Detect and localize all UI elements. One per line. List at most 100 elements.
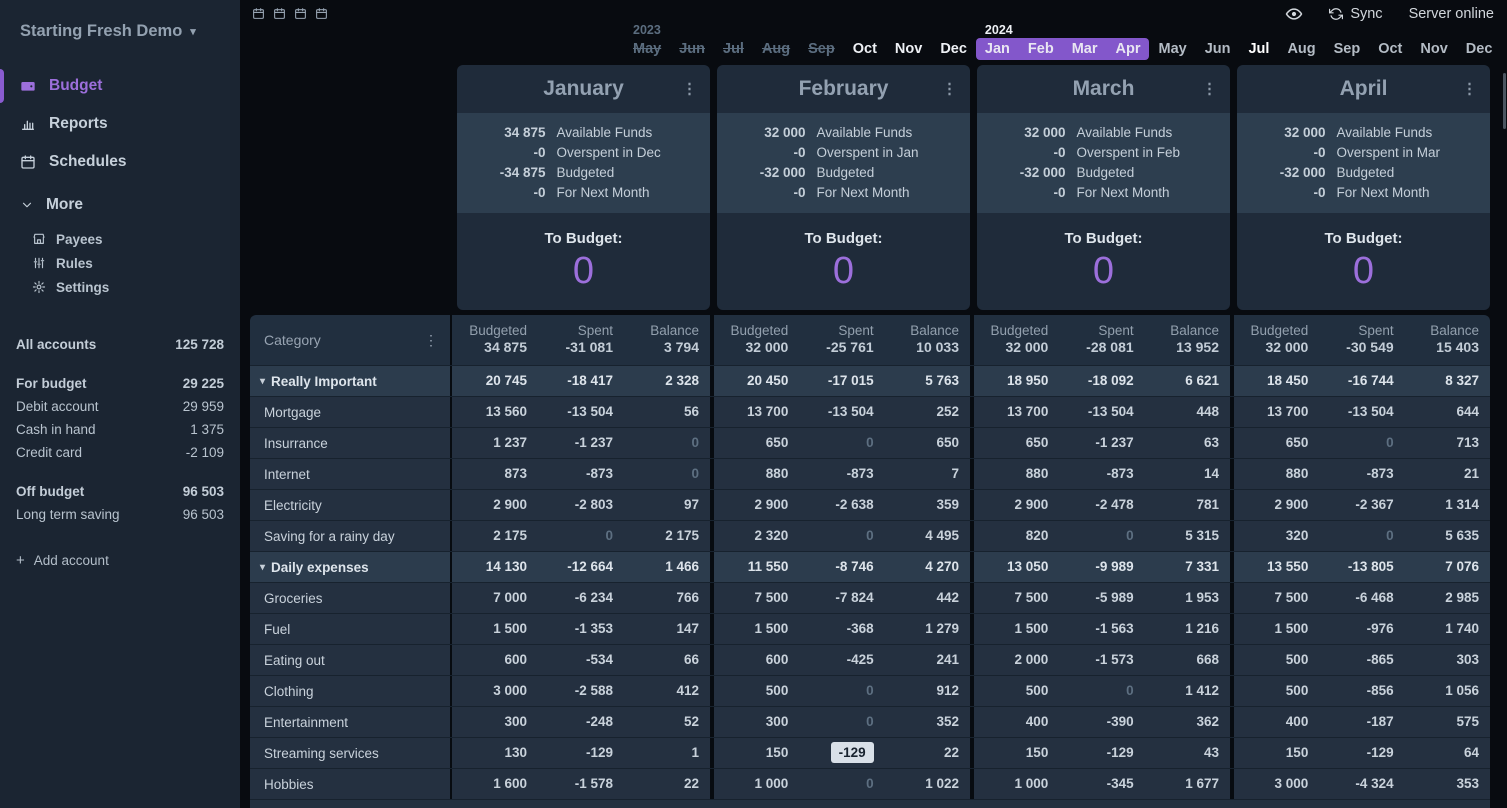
- highlighted-cell-value[interactable]: -129: [830, 742, 874, 763]
- budget-cell[interactable]: 20 450: [747, 373, 789, 388]
- budget-cell[interactable]: 0: [1386, 528, 1394, 543]
- budget-cell[interactable]: 6 621: [1185, 373, 1219, 388]
- month-nav-jun[interactable]: Jun: [679, 41, 705, 57]
- account-row[interactable]: Off budget 96 503: [0, 480, 240, 503]
- budget-cell[interactable]: -129: [799, 738, 884, 768]
- sidebar-item-more[interactable]: More: [0, 187, 240, 223]
- budget-cell[interactable]: 353: [1456, 776, 1479, 791]
- budget-cell[interactable]: -2 588: [574, 683, 613, 698]
- month-nav-oct[interactable]: Oct: [852, 41, 877, 57]
- budget-cell[interactable]: -6 468: [1355, 590, 1394, 605]
- budget-cell[interactable]: 0: [1386, 435, 1394, 450]
- budget-cell[interactable]: -873: [846, 466, 874, 481]
- category-menu-kebab-icon[interactable]: ⋮: [424, 331, 438, 348]
- account-row[interactable]: Long term saving 96 503: [0, 503, 240, 526]
- budget-cell[interactable]: 2 000: [1014, 652, 1049, 667]
- budget-cell[interactable]: -2 367: [1355, 497, 1394, 512]
- account-row[interactable]: All accounts 125 728: [0, 333, 240, 356]
- month-nav-jul[interactable]: Jul: [723, 41, 744, 57]
- budget-cell[interactable]: 0: [866, 714, 874, 729]
- category-name[interactable]: Electricity: [250, 490, 450, 520]
- budget-cell[interactable]: 2 900: [1274, 497, 1309, 512]
- column-header-spent[interactable]: Spent -25 761: [799, 315, 884, 365]
- budget-cell[interactable]: -873: [1106, 466, 1134, 481]
- budget-cell[interactable]: -425: [846, 652, 874, 667]
- budget-cell[interactable]: 2 320: [754, 528, 789, 543]
- category-name[interactable]: Clothing: [250, 676, 450, 706]
- budget-cell[interactable]: -13 504: [1087, 404, 1134, 419]
- category-name[interactable]: Insurrance: [250, 428, 450, 458]
- budget-cell[interactable]: 20 745: [485, 373, 527, 388]
- budget-cell[interactable]: -1 237: [574, 435, 613, 450]
- budget-cell[interactable]: 781: [1196, 497, 1219, 512]
- budget-cell[interactable]: 3 000: [1274, 776, 1309, 791]
- budget-cell[interactable]: 0: [1126, 528, 1134, 543]
- month-count-toggle-1[interactable]: [252, 7, 265, 20]
- budget-cell[interactable]: 4 495: [925, 528, 959, 543]
- budget-cell[interactable]: 21: [1463, 466, 1479, 481]
- budget-cell[interactable]: 300: [765, 714, 789, 729]
- budget-cell[interactable]: 600: [504, 652, 527, 667]
- budget-cell[interactable]: 0: [866, 528, 874, 543]
- budget-cell[interactable]: 362: [1196, 714, 1219, 729]
- budget-cell[interactable]: -865: [1366, 652, 1394, 667]
- budget-cell[interactable]: 0: [1126, 683, 1134, 698]
- budget-cell[interactable]: -2 638: [835, 497, 874, 512]
- column-header-balance[interactable]: Balance 10 033: [885, 315, 970, 365]
- budget-cell[interactable]: 1 216: [1185, 621, 1219, 636]
- budget-cell[interactable]: 13 050: [1007, 559, 1049, 574]
- budget-cell[interactable]: -248: [585, 714, 613, 729]
- budget-cell[interactable]: 352: [936, 714, 959, 729]
- budget-cell[interactable]: -1 578: [574, 776, 613, 791]
- budget-cell[interactable]: 644: [1456, 404, 1479, 419]
- budget-cell[interactable]: 150: [1025, 745, 1049, 760]
- budget-cell[interactable]: 1 000: [754, 776, 789, 791]
- category-name[interactable]: Hobbies: [250, 769, 450, 799]
- budget-cell[interactable]: 63: [1203, 435, 1219, 450]
- budget-cell[interactable]: 7 000: [493, 590, 527, 605]
- budget-cell[interactable]: -18 092: [1087, 373, 1134, 388]
- month-count-toggle-2[interactable]: [273, 7, 286, 20]
- sidebar-item-settings[interactable]: Settings: [0, 275, 240, 299]
- budget-cell[interactable]: 880: [1285, 466, 1309, 481]
- budget-cell[interactable]: 1 466: [665, 559, 699, 574]
- budget-cell[interactable]: 400: [1285, 714, 1309, 729]
- budget-cell[interactable]: 1 056: [1445, 683, 1479, 698]
- category-name[interactable]: Fuel: [250, 614, 450, 644]
- category-name[interactable]: ▾ Really Important: [250, 366, 450, 396]
- budget-cell[interactable]: 2 900: [493, 497, 527, 512]
- month-nav-dec[interactable]: Dec: [1465, 41, 1493, 57]
- budget-cell[interactable]: 18 950: [1007, 373, 1049, 388]
- column-header-spent[interactable]: Spent -28 081: [1059, 315, 1144, 365]
- month-menu-kebab-icon[interactable]: ⋮: [942, 80, 957, 98]
- budget-cell[interactable]: -976: [1366, 621, 1394, 636]
- budget-cell[interactable]: 150: [1285, 745, 1309, 760]
- month-nav-may[interactable]: May 2023: [633, 23, 662, 57]
- month-menu-kebab-icon[interactable]: ⋮: [1202, 80, 1217, 98]
- budget-cell[interactable]: -4 324: [1355, 776, 1394, 791]
- budget-cell[interactable]: 1 953: [1185, 590, 1219, 605]
- budget-cell[interactable]: 2 328: [665, 373, 699, 388]
- budget-cell[interactable]: -534: [585, 652, 613, 667]
- category-name[interactable]: Groceries: [250, 583, 450, 613]
- month-nav-aug[interactable]: Aug: [1287, 41, 1316, 57]
- sidebar-item-rules[interactable]: Rules: [0, 251, 240, 275]
- month-nav-aug[interactable]: Aug: [761, 41, 791, 57]
- budget-cell[interactable]: -129: [1106, 745, 1134, 760]
- budget-cell[interactable]: 1 022: [925, 776, 959, 791]
- month-nav-nov[interactable]: Nov: [894, 41, 923, 57]
- category-name[interactable]: Internet: [250, 459, 450, 489]
- category-name[interactable]: Mortgage: [250, 397, 450, 427]
- budget-cell[interactable]: 442: [936, 590, 959, 605]
- budget-cell[interactable]: 7 500: [754, 590, 789, 605]
- account-row[interactable]: For budget 29 225: [0, 372, 240, 395]
- budget-cell[interactable]: 4 270: [925, 559, 959, 574]
- budget-cell[interactable]: 147: [676, 621, 699, 636]
- budget-cell[interactable]: -390: [1106, 714, 1134, 729]
- budget-cell[interactable]: 5 315: [1185, 528, 1219, 543]
- budget-cell[interactable]: -7 824: [835, 590, 874, 605]
- category-name[interactable]: Eating out: [250, 645, 450, 675]
- budget-cell[interactable]: 7: [951, 466, 959, 481]
- budget-cell[interactable]: 0: [866, 776, 874, 791]
- budget-cell[interactable]: -2 478: [1095, 497, 1134, 512]
